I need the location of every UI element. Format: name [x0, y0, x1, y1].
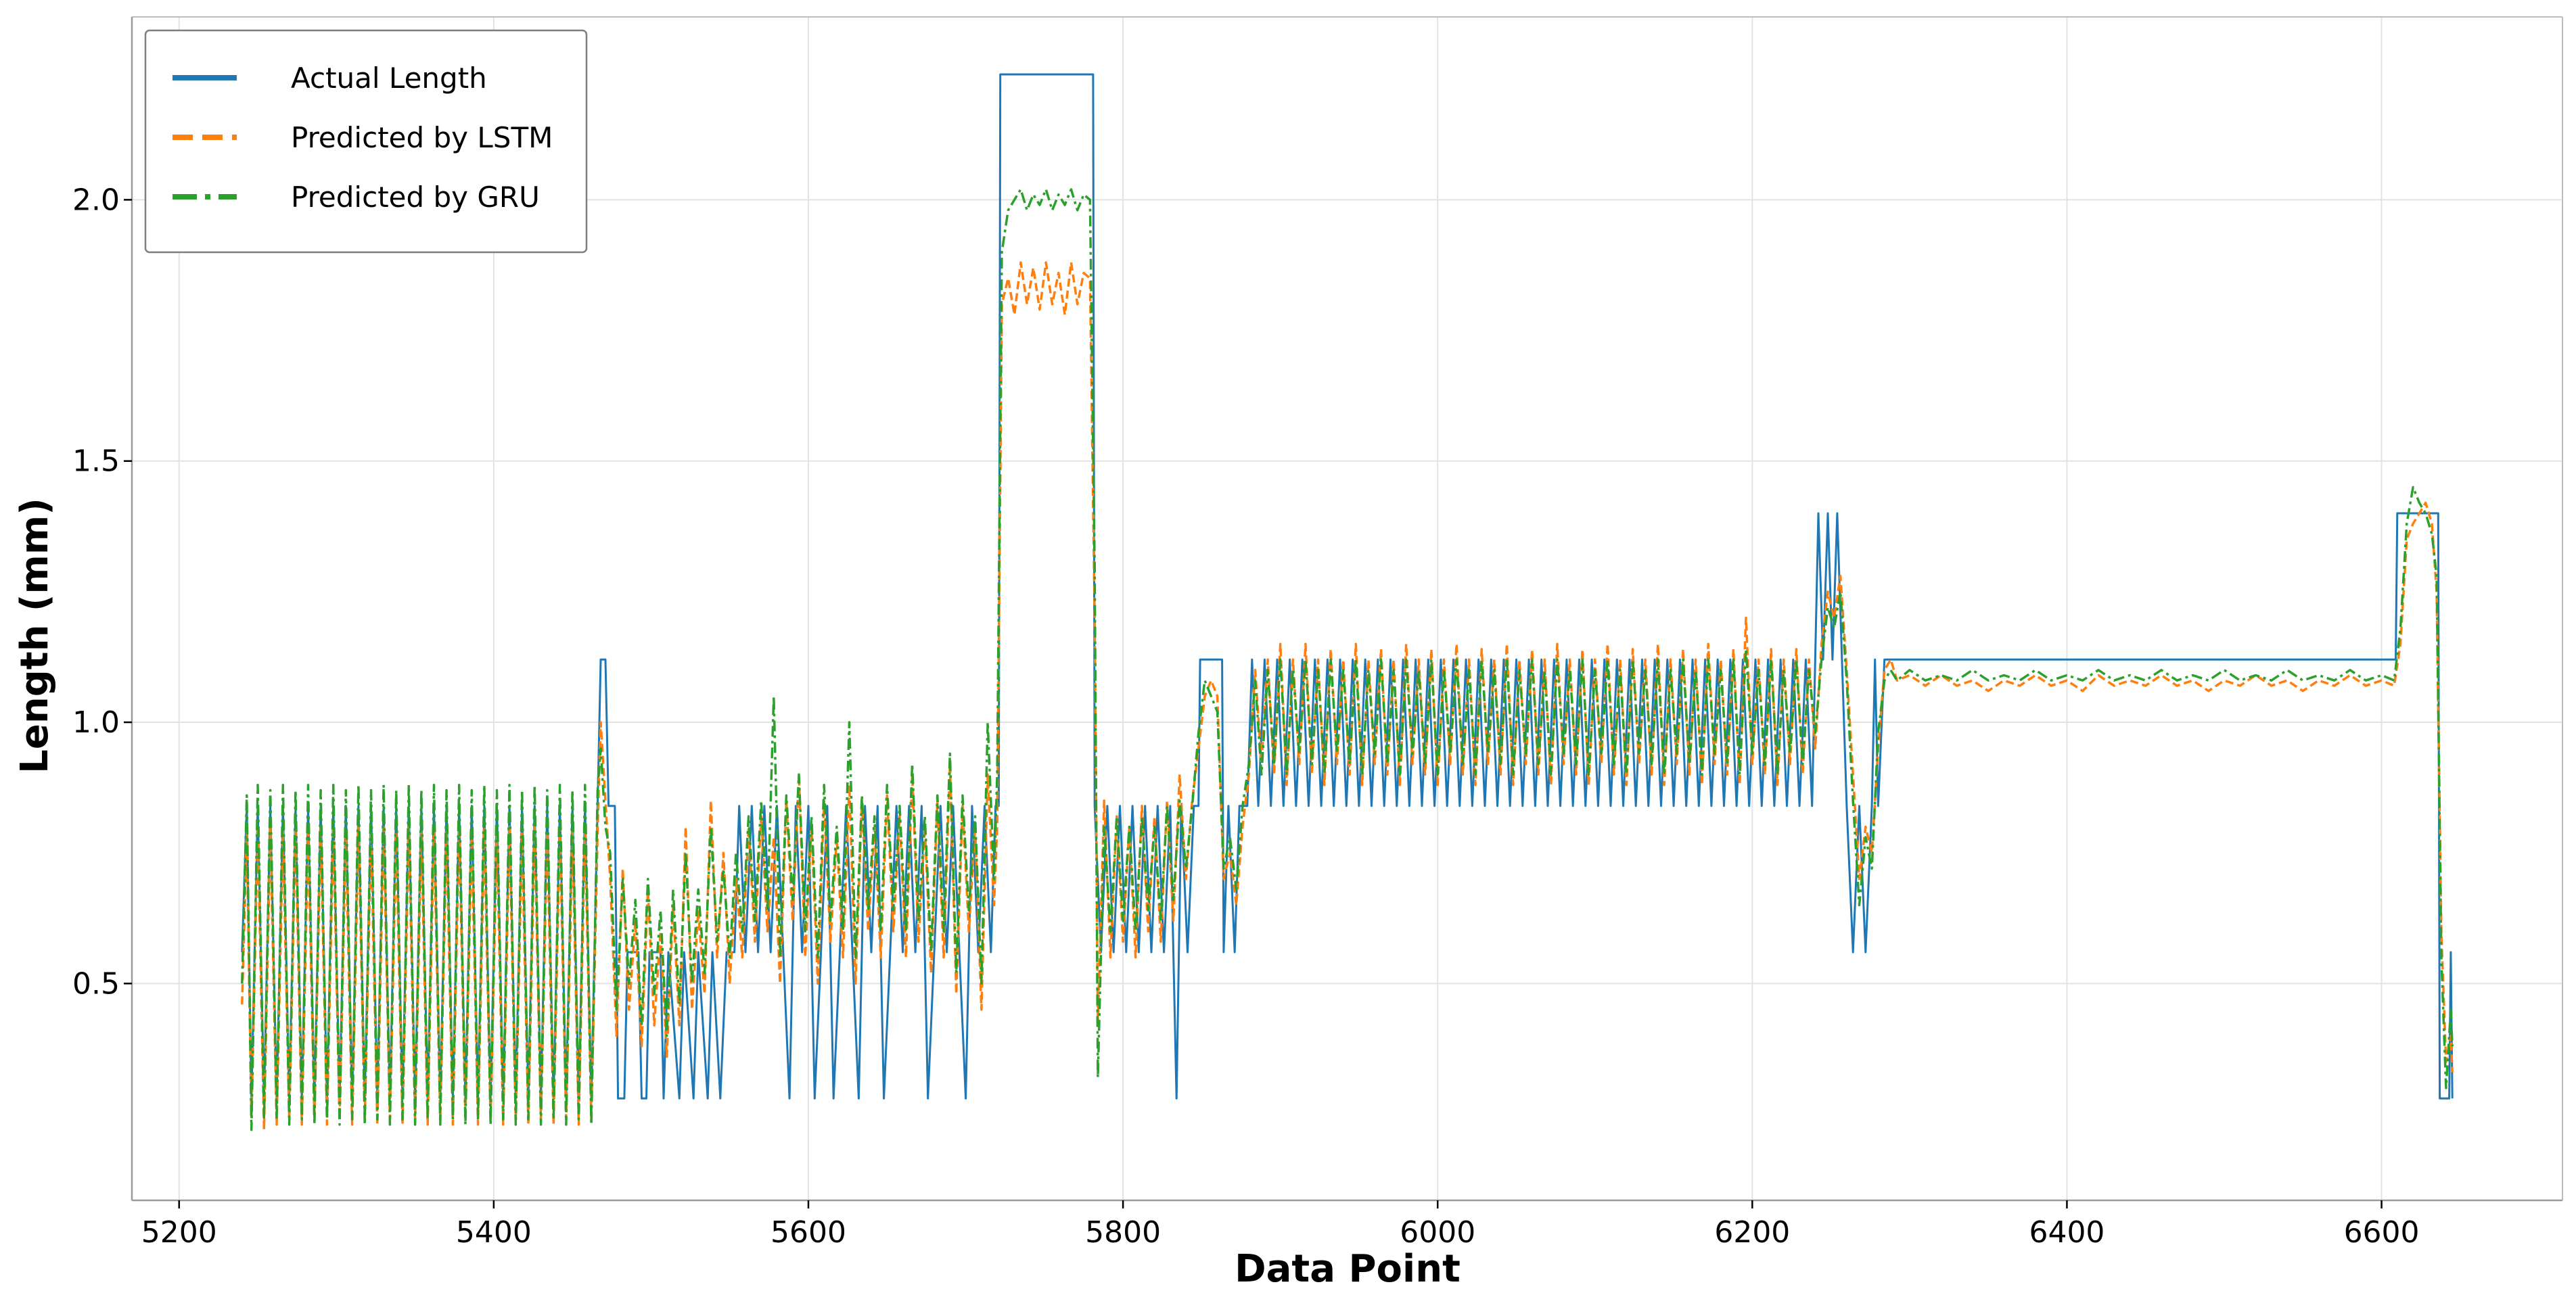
- x-tick-label: 5600: [770, 1215, 846, 1250]
- y-tick-label: 1.0: [72, 705, 120, 740]
- x-tick-label: 5800: [1085, 1215, 1161, 1250]
- legend: Actual Length Predicted by LSTM Predicted …: [144, 29, 588, 254]
- axes: [131, 16, 2563, 1202]
- x-tick-label: 5400: [456, 1215, 532, 1250]
- x-axis-ticks: 5200 5400 5600 5800 6000 6200 6400 6600: [141, 1200, 2420, 1250]
- legend-label: Predicted by GRU: [291, 181, 540, 214]
- y-tick-label: 2.0: [72, 183, 120, 217]
- legend-label: Predicted by LSTM: [291, 121, 553, 154]
- y-tick-label: 0.5: [72, 966, 120, 1001]
- series-line-predicted-by-gru: [241, 188, 2454, 1131]
- legend-label: Actual Length: [291, 62, 487, 95]
- x-tick-label: 6200: [1714, 1215, 1790, 1250]
- x-tick-label: 5200: [141, 1215, 217, 1250]
- x-tick-label: 6600: [2344, 1215, 2420, 1250]
- legend-box: [144, 29, 588, 254]
- x-axis-title: Data Point: [1235, 1247, 1460, 1291]
- y-axis-title: Length (mm): [13, 498, 57, 774]
- y-axis-ticks: 0.5 1.0 1.5 2.0: [72, 183, 132, 1001]
- series-line-predicted-by-lstm: [241, 261, 2454, 1131]
- series-lines: [241, 73, 2454, 1131]
- y-tick-label: 1.5: [72, 444, 120, 479]
- x-tick-label: 6000: [1400, 1215, 1475, 1250]
- x-tick-label: 6400: [2029, 1215, 2104, 1250]
